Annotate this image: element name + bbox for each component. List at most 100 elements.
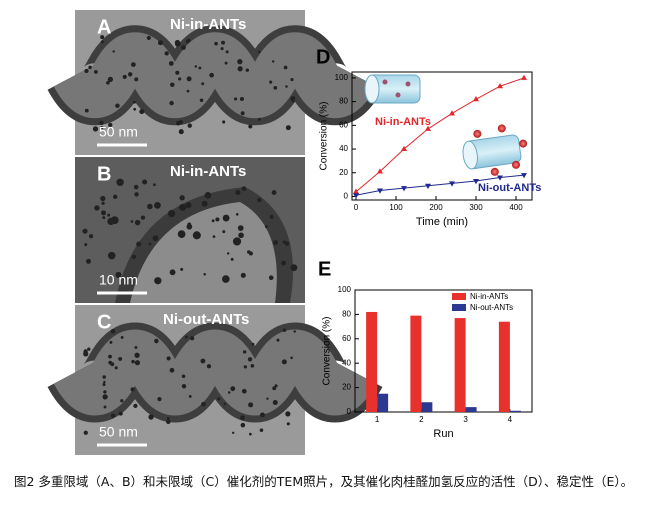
series-line (355, 77, 525, 193)
nanoparticle (106, 80, 110, 85)
panel-label: Ni-in-ANTs (170, 16, 246, 33)
nanoparticle (132, 100, 136, 104)
marker (377, 188, 383, 194)
nanoparticle (235, 189, 241, 195)
nanoparticle (93, 70, 98, 74)
nanoparticle (84, 68, 89, 74)
nanoparticle (224, 61, 228, 65)
nanoparticle (86, 258, 91, 264)
nanoparticle (268, 275, 274, 281)
nanoparticle (240, 272, 246, 278)
marker (497, 175, 503, 181)
nanoparticle (185, 335, 188, 339)
nanoparticle (83, 430, 88, 435)
nanoparticle (101, 210, 107, 216)
legend-swatch (452, 304, 466, 311)
nanoparticle (177, 230, 186, 239)
nanoparticle (146, 35, 151, 41)
bar (509, 410, 521, 412)
nanoparticle (166, 416, 170, 420)
nanoparticle (134, 346, 138, 349)
nanoparticle (186, 76, 192, 82)
tem-images: A Ni-in-ANTs 50 nm B Ni-in-ANTs 10 nm C Ni-out-… (47, 10, 383, 455)
plot-frame (351, 71, 533, 201)
nanoparticle (186, 223, 193, 230)
nanoparticle (211, 219, 215, 223)
nanoparticle (269, 80, 273, 84)
nanoparticle (134, 352, 140, 358)
x-tick-label: 100 (389, 203, 403, 212)
nanoparticle (100, 35, 105, 40)
particle (382, 79, 388, 85)
x-axis-label: Run (433, 428, 453, 440)
nanoparticle (282, 240, 286, 244)
panel-letter: D (316, 46, 330, 68)
nanoparticle (186, 89, 190, 93)
nanoparticle (103, 390, 107, 394)
nanoparticle (181, 374, 186, 379)
scale-label: 10 nm (99, 272, 138, 288)
nanoparticle (240, 415, 245, 421)
marker (401, 186, 407, 192)
nanoparticle (215, 217, 220, 222)
nanoparticle (107, 251, 116, 260)
y-tick-label: 60 (339, 120, 348, 129)
nanoparticle (222, 120, 226, 124)
nanoparticle (118, 411, 123, 416)
nanoparticle (251, 342, 255, 346)
particle (490, 167, 499, 176)
nanoparticle (147, 203, 153, 210)
nanoparticle (232, 237, 242, 246)
nanoparticle (89, 234, 94, 239)
nanoparticle (102, 394, 108, 400)
particle (512, 160, 521, 169)
x-tick-label: 200 (429, 203, 443, 212)
panel-letter: B (97, 163, 111, 185)
nanoparticle (131, 359, 135, 364)
nanoparticle (175, 70, 180, 75)
nanoparticle (285, 125, 291, 131)
marker (425, 183, 431, 189)
nanoparticle (243, 365, 247, 369)
particle (519, 139, 528, 148)
nanoparticle (285, 411, 291, 417)
x-tick-label: 0 (354, 203, 359, 212)
legend-label: Ni-out-ANTs (470, 303, 513, 312)
nanoparticle (223, 402, 227, 406)
nanoparticle (169, 367, 175, 373)
nanoparticle (116, 178, 124, 187)
nanoparticle (118, 357, 123, 361)
plot-frame (354, 289, 533, 413)
nanoparticle (168, 61, 174, 66)
nanoparticle (99, 120, 104, 125)
nanoparticle (134, 219, 141, 226)
x-tick-label: 1 (375, 415, 380, 424)
nanoparticle (83, 351, 89, 357)
nanoparticle (148, 414, 154, 420)
nanoparticle (286, 422, 290, 426)
nanoparticle (131, 254, 137, 259)
tube-core (53, 32, 377, 119)
bar (454, 318, 466, 412)
nanoparticle (222, 214, 230, 222)
nanoparticle (233, 97, 238, 101)
nanoparticle (269, 214, 274, 219)
marker (521, 74, 527, 80)
nanoparticle (109, 340, 113, 344)
y-axis-label: Conversion (%) (319, 102, 330, 171)
panel-letter: A (97, 16, 111, 38)
nanoparticle (120, 399, 124, 403)
nanoparticle (221, 275, 230, 283)
nanoparticle (220, 47, 224, 51)
nanoparticle (245, 68, 250, 72)
nanoparticle (239, 96, 244, 102)
nanoparticle (179, 195, 185, 201)
nanoparticle (230, 386, 236, 392)
nanoparticle (185, 39, 190, 44)
nanoparticle (248, 432, 252, 436)
y-tick-label: 80 (342, 310, 351, 319)
panel-label: Ni-out-ANTs (163, 311, 249, 328)
nanoparticle (130, 62, 136, 67)
particle (473, 129, 482, 138)
